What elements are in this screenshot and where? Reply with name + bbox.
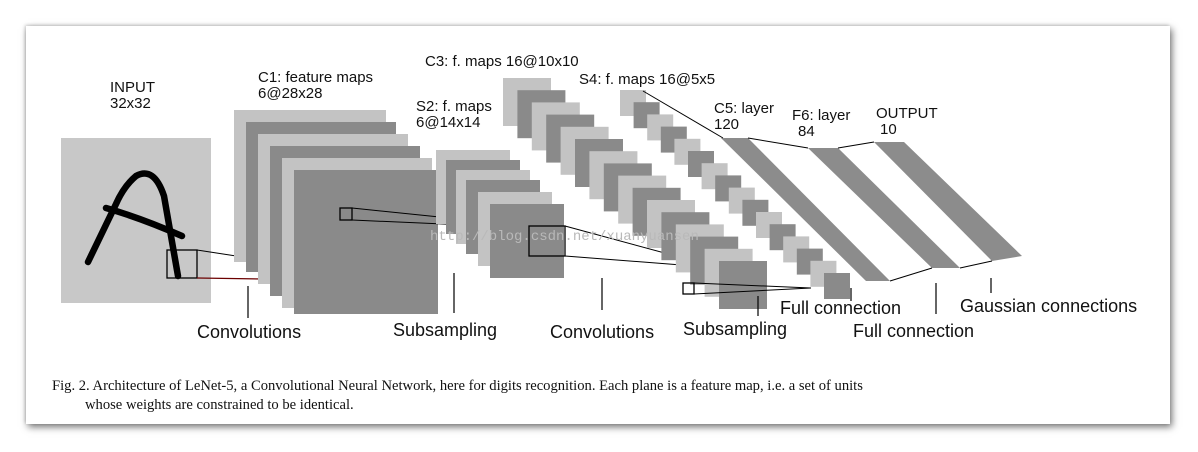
full1-label: Full connection [780,298,901,318]
s2-map [490,204,564,278]
s2-title: S2: f. maps [416,98,492,115]
s4-map [824,273,850,299]
c5-layer-band [721,138,890,281]
s2-size: 6@14x14 [416,114,480,131]
s2-feature-maps [436,150,564,278]
c1-feature-maps [234,110,438,314]
f6-to-output-edge [959,260,993,269]
f6-layer-band [808,148,960,268]
output-size: 10 [880,121,897,138]
input-receptive-field [166,249,198,279]
input-title: INPUT [110,79,155,96]
sub1-label: Subsampling [393,320,497,340]
digit-a-crossbar [102,204,186,240]
input-size: 32x32 [110,95,151,112]
c1-title: C1: feature maps [258,69,373,86]
caption-line-1: Fig. 2. Architecture of LeNet-5, a Convo… [52,378,863,394]
full2-label: Full connection [853,321,974,341]
f6-to-output-edge [837,141,875,149]
c5-size: 120 [714,116,739,133]
output-title: OUTPUT [876,105,938,122]
watermark: http://blog.csdn.net/xuanyuansen [430,229,699,245]
c1-receptive-field [339,207,353,221]
figure-card: http://blog.csdn.net/xuanyuansen INPUT 3… [26,26,1170,424]
f6-title: F6: layer [792,107,850,124]
s4-feature-maps [620,90,850,299]
c3-title: C3: f. maps 16@10x10 [425,53,579,70]
conv1-label: Convolutions [197,322,301,342]
output-layer-band [874,142,1022,261]
operation-ticks [247,273,992,318]
lenet5-diagram: http://blog.csdn.net/xuanyuansen INPUT 3… [61,53,1137,342]
figure-caption: Fig. 2. Architecture of LeNet-5, a Convo… [52,377,1144,415]
digit-a-stroke [84,170,182,280]
gaussian-label: Gaussian connections [960,296,1137,316]
caption-line-2: whose weights are constrained to be iden… [85,397,354,413]
c3-receptive-field [682,282,695,295]
s4-to-c5-edge [642,90,724,139]
s4-title: S4: f. maps 16@5x5 [579,71,715,88]
c5-to-f6-edge [747,137,809,149]
c5-title: C5: layer [714,100,774,117]
sub2-projection [693,287,812,295]
sub2-projection [693,282,812,289]
conv2-label: Convolutions [550,322,654,342]
c3-feature-maps [503,78,767,309]
c1-map [294,170,438,314]
c1-size: 6@28x28 [258,85,322,102]
c5-to-f6-edge [889,267,933,282]
f6-size: 84 [798,123,815,140]
sub2-label: Subsampling [683,319,787,339]
s2-receptive-field [528,225,566,257]
